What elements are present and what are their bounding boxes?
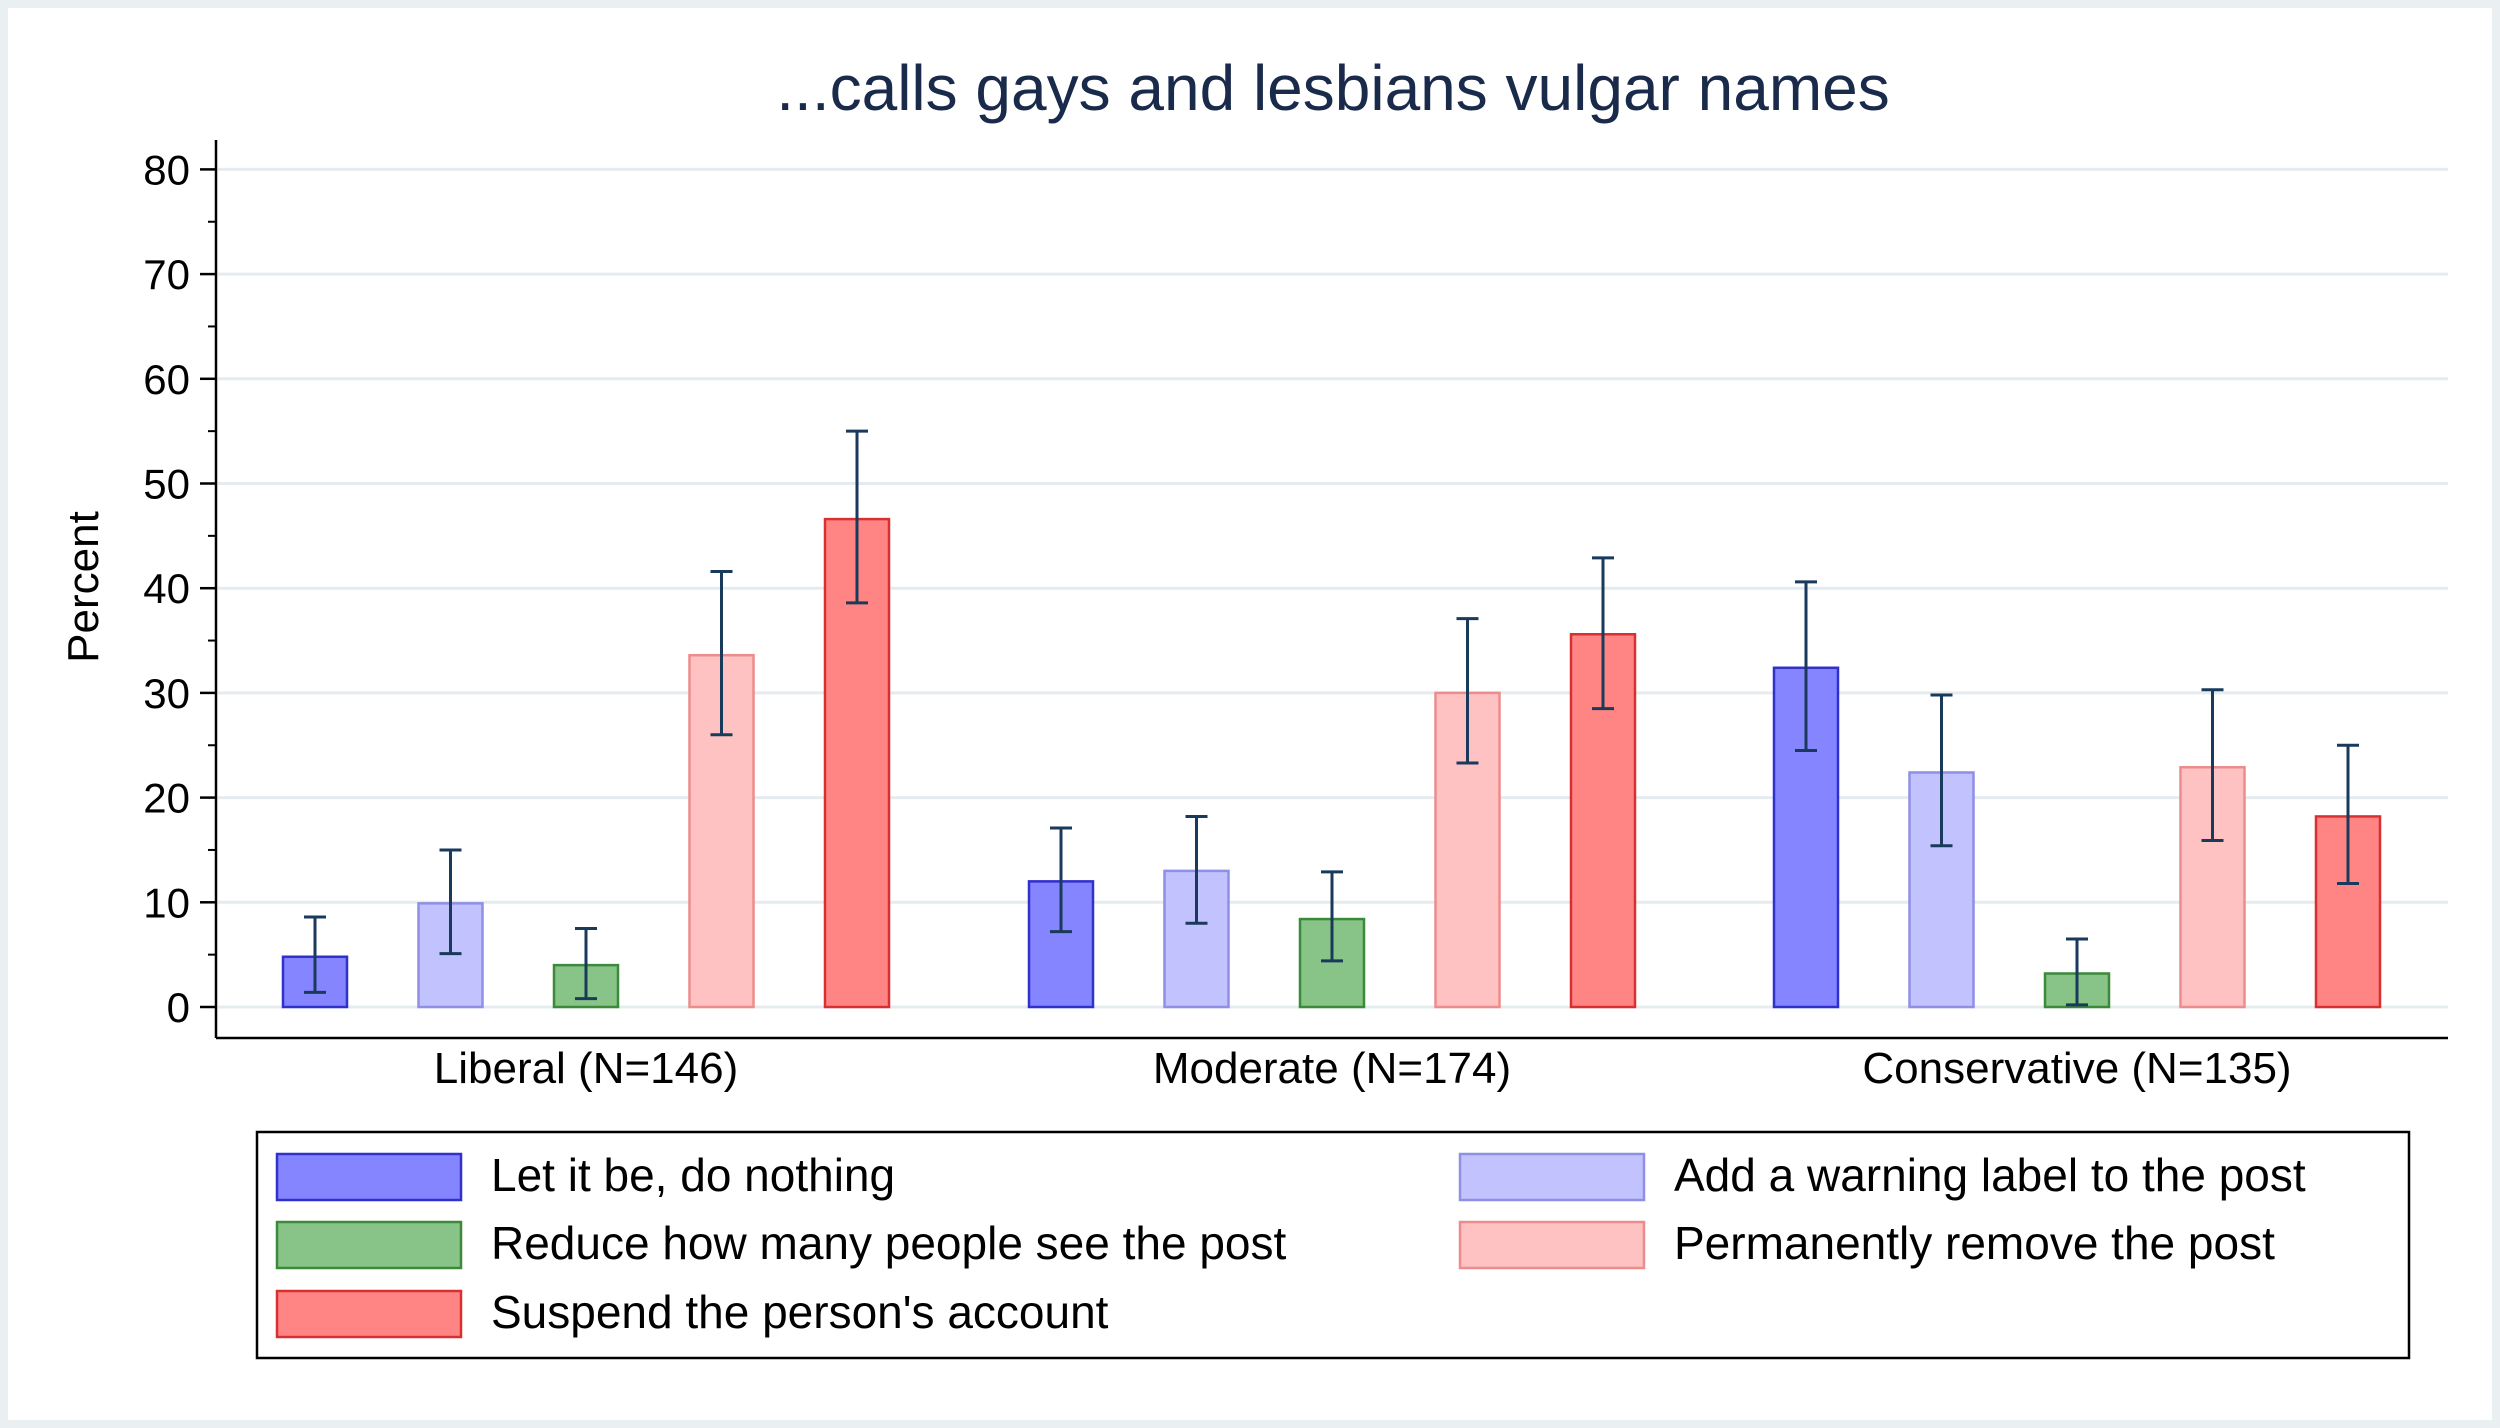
legend-label: Reduce how many people see the post xyxy=(491,1217,1287,1269)
chart-title: ...calls gays and lesbians vulgar names xyxy=(776,52,1889,124)
y-axis-label: Percent xyxy=(59,511,108,663)
y-tick-label: 20 xyxy=(143,775,190,822)
x-axis-ticks: Liberal (N=146) Moderate (N=174) Conservat… xyxy=(434,1044,2292,1093)
y-tick-label: 40 xyxy=(143,565,190,612)
x-tick-label: Liberal (N=146) xyxy=(434,1044,739,1093)
error-bars xyxy=(304,429,2359,1007)
x-tick-label: Moderate (N=174) xyxy=(1153,1044,1511,1093)
x-tick-label: Conservative (N=135) xyxy=(1862,1044,2291,1093)
legend-swatch xyxy=(1458,1220,1646,1270)
y-tick-label: 60 xyxy=(143,356,190,403)
y-tick-label: 10 xyxy=(143,879,190,926)
y-axis-ticks: 0 10 20 30 40 50 60 70 80 xyxy=(143,146,216,1031)
legend-swatch xyxy=(1458,1152,1646,1202)
y-tick-label: 70 xyxy=(143,251,190,298)
legend-label: Add a warning label to the post xyxy=(1674,1149,2306,1201)
legend-label: Suspend the person's account xyxy=(491,1286,1109,1338)
legend-swatch xyxy=(275,1289,463,1339)
legend-box xyxy=(255,1130,2411,1360)
y-tick-label: 0 xyxy=(167,984,190,1031)
y-tick-label: 50 xyxy=(143,461,190,508)
gridlines xyxy=(218,167,2448,1009)
legend-swatch xyxy=(275,1152,463,1202)
bar xyxy=(688,653,755,1009)
legend-label: Let it be, do nothing xyxy=(491,1149,895,1201)
y-tick-label: 80 xyxy=(143,146,190,193)
legend: Let it be, do nothing Add a warning label… xyxy=(255,1130,2411,1360)
legend-swatch xyxy=(275,1220,463,1270)
y-tick-label: 30 xyxy=(143,670,190,717)
legend-label: Permanently remove the post xyxy=(1674,1217,2275,1269)
